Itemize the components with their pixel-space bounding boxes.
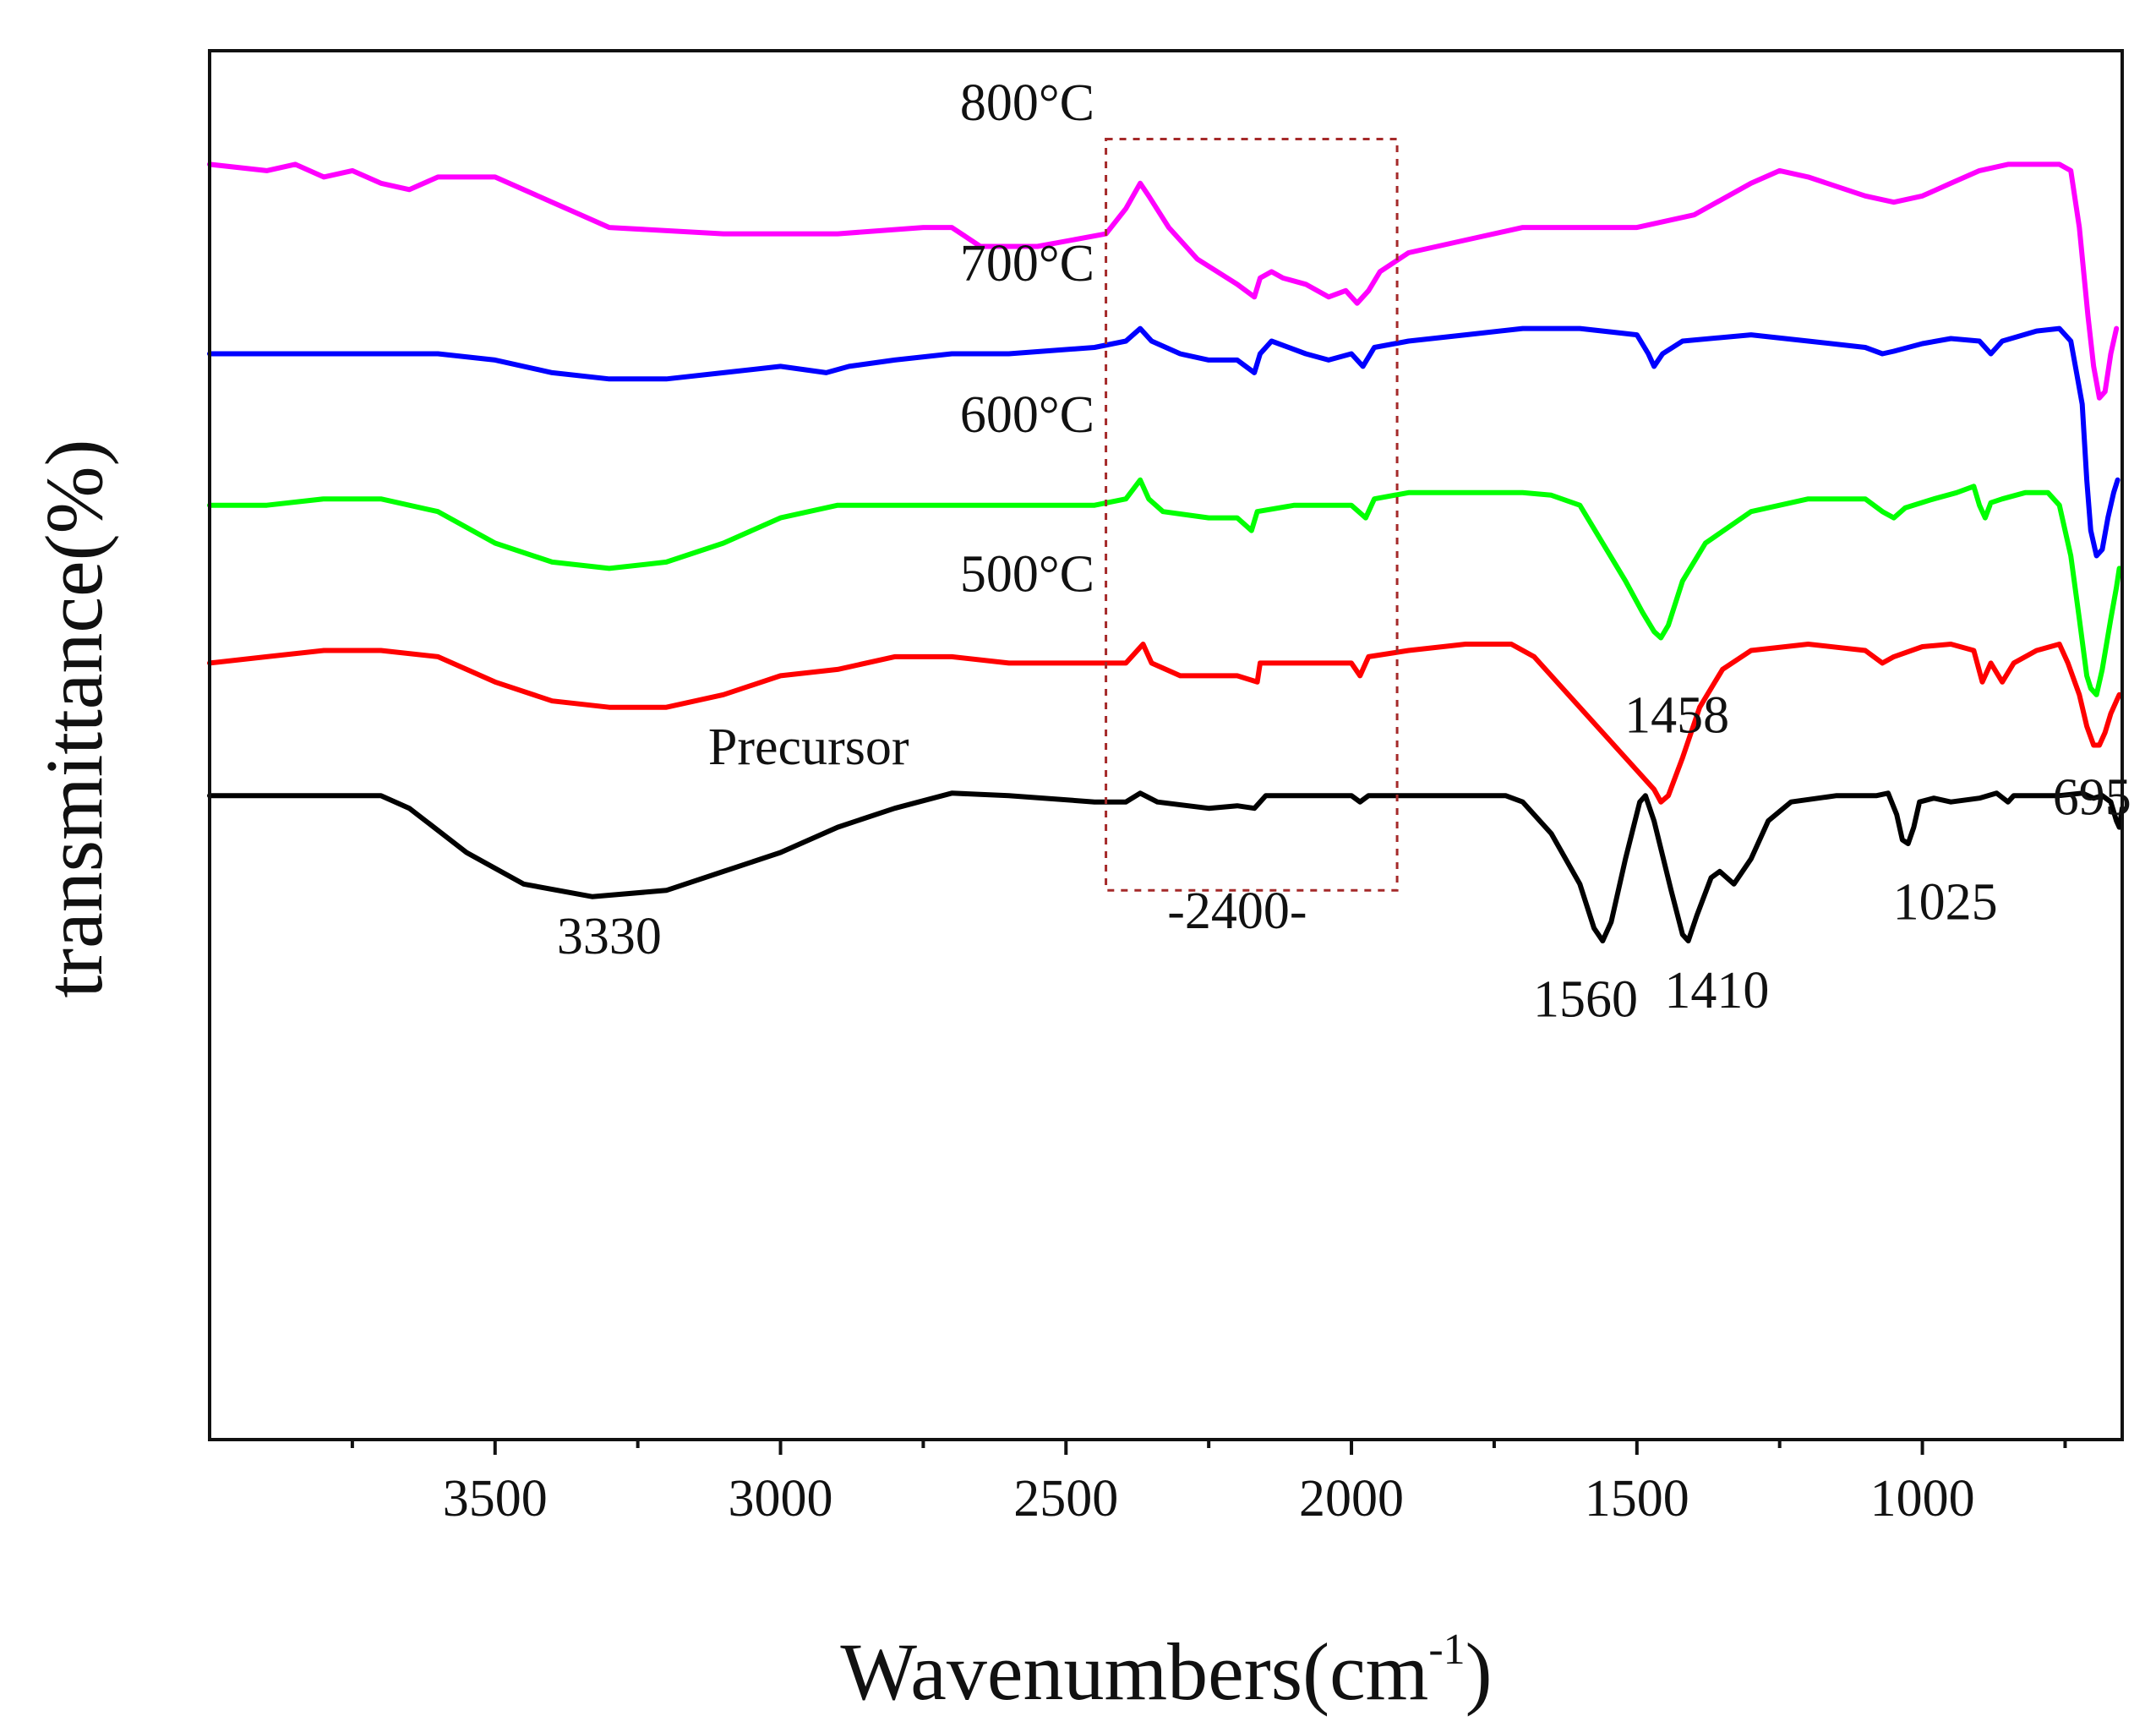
x-axis-title: Wavenumbers(cm-1)	[840, 1626, 1492, 1717]
dashed-highlight-box	[1105, 138, 1399, 892]
x-tick-label-2500: 2500	[1013, 1470, 1118, 1528]
label-layer: 800°C 700°C 600°C 500°C Precursor 3330 -2400- 1…	[557, 74, 2131, 1028]
y-axis-title: transmittance(%)	[29, 439, 119, 997]
x-tick-label-3000: 3000	[729, 1470, 833, 1528]
x-axis-title-superscript: -1	[1428, 1626, 1465, 1674]
series-layer	[207, 161, 2125, 943]
x-tick-label-3500: 3500	[443, 1470, 548, 1528]
series-line-600-c	[207, 477, 2122, 697]
peak-label-3330: 3330	[557, 908, 662, 965]
x-tick-label-1000: 1000	[1870, 1470, 1975, 1528]
peak-label-1458: 1458	[1624, 687, 1729, 745]
peak-label-1025: 1025	[1893, 874, 1998, 932]
series-label-700-c: 700°C	[960, 235, 1094, 292]
series-line-500-c	[207, 642, 2122, 805]
plot-frame	[208, 49, 2124, 1441]
series-label-800-c: 800°C	[960, 74, 1094, 132]
peak-label-1410: 1410	[1664, 962, 1769, 1019]
x-tick-label-2000: 2000	[1299, 1470, 1404, 1528]
series-line-precursor	[207, 790, 2125, 943]
series-label-600-c: 600°C	[960, 386, 1094, 444]
peak-label-2400: -2400-	[1167, 883, 1307, 940]
x-axis-title-suffix: )	[1466, 1626, 1493, 1717]
x-tick-label-1500: 1500	[1585, 1470, 1689, 1528]
peak-label-695: 695	[2053, 769, 2131, 827]
series-line-800-c	[207, 161, 2120, 401]
series-label-precursor: Precursor	[708, 719, 909, 776]
x-axis-title-main: Wavenumbers(cm	[840, 1626, 1428, 1717]
series-line-700-c	[207, 325, 2121, 559]
peak-label-1560: 1560	[1533, 971, 1638, 1029]
x-axis-ticks: 3500 3000 2500 2000 1500 1000	[350, 1440, 2067, 1528]
series-label-500-c: 500°C	[960, 545, 1094, 603]
